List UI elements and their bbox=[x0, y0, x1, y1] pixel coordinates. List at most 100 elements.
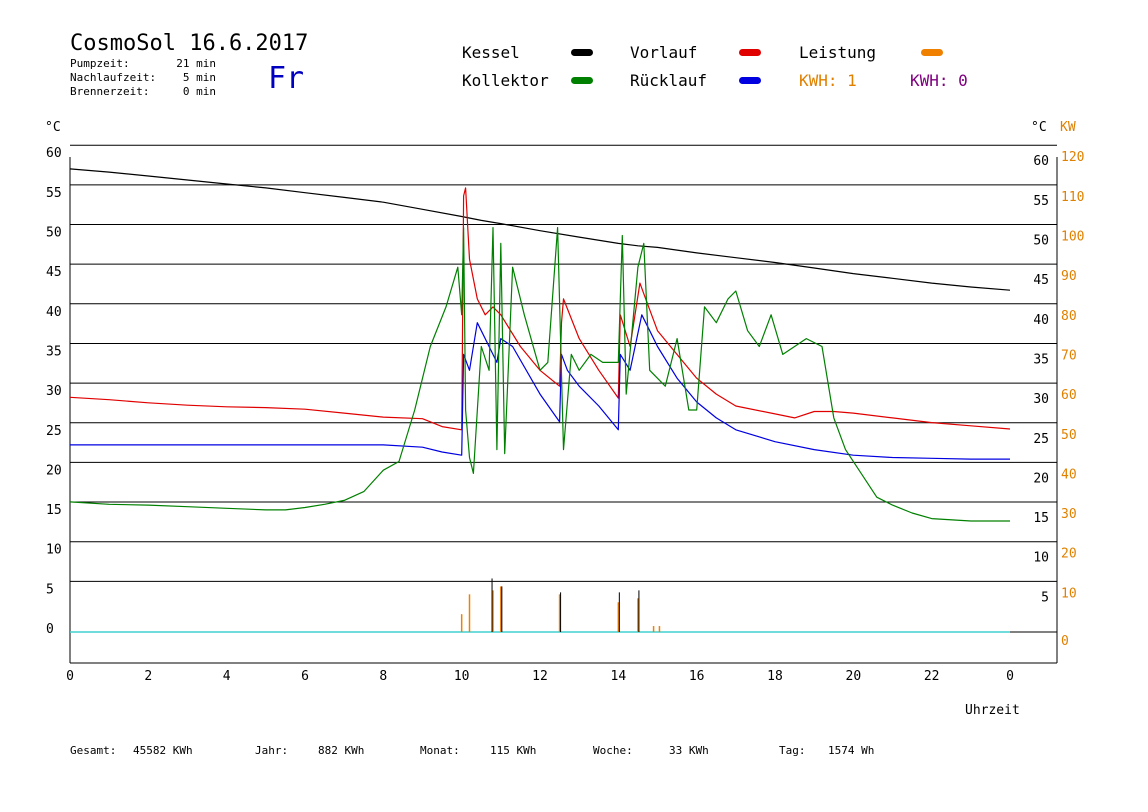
info-label: Pumpzeit: bbox=[70, 57, 130, 70]
right-axis-ticks: 5 10 15 20 25 30 35 40 45 50 55 60 bbox=[1033, 154, 1049, 605]
x-tick-label: 8 bbox=[379, 669, 387, 684]
series-line-kollektor bbox=[69, 227, 1010, 522]
kwh-1-label: KWH: 1 bbox=[799, 71, 857, 90]
x-tick-label: 0 bbox=[1006, 669, 1014, 684]
legend-label-kessel: Kessel bbox=[462, 43, 520, 62]
power-tick-label: 70 bbox=[1061, 348, 1077, 363]
legend-swatch-kessel bbox=[571, 49, 593, 56]
stat-value: 1574 Wh bbox=[828, 744, 874, 757]
stat-label: Gesamt: bbox=[70, 744, 116, 757]
x-tick-label: 14 bbox=[611, 669, 627, 684]
stat-label: Monat: bbox=[420, 744, 460, 757]
right-tick-label: 50 bbox=[1033, 234, 1049, 249]
right-tick-label: 25 bbox=[1033, 432, 1049, 447]
series-line-vorlauf bbox=[69, 187, 1011, 431]
left-tick-label: 30 bbox=[46, 384, 62, 399]
stat-value: 33 KWh bbox=[669, 744, 709, 757]
x-tick-label: 16 bbox=[689, 669, 705, 684]
left-tick-label: 60 bbox=[46, 146, 62, 161]
legend-label-leistung: Leistung bbox=[799, 43, 876, 62]
info-value: 21 min bbox=[176, 57, 216, 70]
legend-label-vorlauf: Vorlauf bbox=[630, 43, 697, 62]
power-tick-label: 40 bbox=[1061, 467, 1077, 482]
right-tick-label: 40 bbox=[1033, 313, 1049, 328]
right-tick-label: 55 bbox=[1033, 194, 1049, 209]
info-label: Brennerzeit: bbox=[70, 85, 149, 98]
stat-label: Tag: bbox=[779, 744, 806, 757]
right-tick-label: 35 bbox=[1033, 352, 1049, 367]
legend-label-ruecklauf: Rücklauf bbox=[630, 71, 707, 90]
day-label: Fr bbox=[268, 61, 304, 96]
x-tick-label: 18 bbox=[767, 669, 783, 684]
right-unit-label: °C bbox=[1031, 120, 1047, 135]
legend-swatch-vorlauf bbox=[739, 49, 761, 56]
right-tick-label: 15 bbox=[1033, 511, 1049, 526]
legend-label-kollektor: Kollektor bbox=[462, 71, 549, 90]
power-tick-label: 110 bbox=[1061, 190, 1084, 205]
grid bbox=[69, 144, 1058, 664]
x-tick-label: 6 bbox=[301, 669, 309, 684]
left-tick-label: 15 bbox=[46, 503, 62, 518]
x-tick-label: 4 bbox=[223, 669, 231, 684]
power-tick-label: 20 bbox=[1061, 547, 1077, 562]
x-tick-label: 10 bbox=[454, 669, 470, 684]
power-unit-label: KW bbox=[1060, 120, 1076, 135]
power-tick-label: 30 bbox=[1061, 507, 1077, 522]
stats-row: Gesamt: 45582 KWh Jahr: 882 KWh Monat: 1… bbox=[70, 744, 874, 757]
legend-swatch-leistung bbox=[921, 49, 943, 56]
power-axis-ticks: 0 10 20 30 40 50 60 70 80 90 100 110 120 bbox=[1061, 150, 1084, 649]
legend-swatch-kollektor bbox=[571, 77, 593, 84]
x-axis-label: Uhrzeit bbox=[965, 703, 1020, 718]
x-tick-label: 0 bbox=[66, 669, 74, 684]
power-tick-label: 90 bbox=[1061, 269, 1077, 284]
left-tick-label: 35 bbox=[46, 344, 62, 359]
power-tick-label: 0 bbox=[1061, 634, 1069, 649]
power-bars bbox=[460, 578, 661, 632]
left-tick-label: 0 bbox=[46, 622, 54, 637]
info-block: Pumpzeit: 21 min Nachlaufzeit: 5 min Bre… bbox=[70, 57, 216, 98]
left-tick-label: 40 bbox=[46, 305, 62, 320]
series-line-ruecklauf bbox=[70, 314, 1010, 460]
legend-swatch-ruecklauf bbox=[739, 77, 761, 84]
right-tick-label: 60 bbox=[1033, 154, 1049, 169]
left-axis-ticks: 0 5 10 15 20 25 30 35 40 45 50 55 60 bbox=[46, 146, 62, 637]
right-tick-label: 10 bbox=[1033, 551, 1049, 566]
right-tick-label: 5 bbox=[1041, 590, 1049, 605]
info-label: Nachlaufzeit: bbox=[70, 71, 156, 84]
stat-label: Jahr: bbox=[255, 744, 288, 757]
kwh-0-label: KWH: 0 bbox=[910, 71, 968, 90]
series-line-kessel bbox=[69, 168, 1011, 291]
left-tick-label: 20 bbox=[46, 463, 62, 478]
right-tick-label: 20 bbox=[1033, 471, 1049, 486]
stat-label: Woche: bbox=[593, 744, 633, 757]
x-tick-label: 20 bbox=[846, 669, 862, 684]
x-tick-label: 22 bbox=[924, 669, 940, 684]
x-tick-label: 12 bbox=[532, 669, 548, 684]
left-tick-label: 5 bbox=[46, 582, 54, 597]
left-unit-label: °C bbox=[45, 120, 61, 135]
series-lines bbox=[69, 168, 1011, 522]
info-value: 0 min bbox=[183, 85, 216, 98]
power-tick-label: 10 bbox=[1061, 586, 1077, 601]
right-tick-label: 30 bbox=[1033, 392, 1049, 407]
power-tick-label: 50 bbox=[1061, 428, 1077, 443]
power-tick-label: 100 bbox=[1061, 230, 1084, 245]
legend: Kessel Vorlauf Leistung Kollektor Rückla… bbox=[462, 43, 968, 90]
stat-value: 45582 KWh bbox=[133, 744, 193, 757]
left-tick-label: 55 bbox=[46, 186, 62, 201]
info-value: 5 min bbox=[183, 71, 216, 84]
left-tick-label: 25 bbox=[46, 424, 62, 439]
power-tick-label: 60 bbox=[1061, 388, 1077, 403]
chart-title: CosmoSol 16.6.2017 bbox=[70, 31, 308, 56]
x-tick-label: 2 bbox=[144, 669, 152, 684]
left-tick-label: 50 bbox=[46, 226, 62, 241]
stat-value: 115 KWh bbox=[490, 744, 536, 757]
left-tick-label: 10 bbox=[46, 543, 62, 558]
x-axis-ticks: 0 2 4 6 8 10 12 14 16 18 20 22 0 bbox=[66, 669, 1014, 684]
left-tick-label: 45 bbox=[46, 265, 62, 280]
power-tick-label: 80 bbox=[1061, 309, 1077, 324]
power-tick-label: 120 bbox=[1061, 150, 1084, 165]
stat-value: 882 KWh bbox=[318, 744, 364, 757]
right-tick-label: 45 bbox=[1033, 273, 1049, 288]
